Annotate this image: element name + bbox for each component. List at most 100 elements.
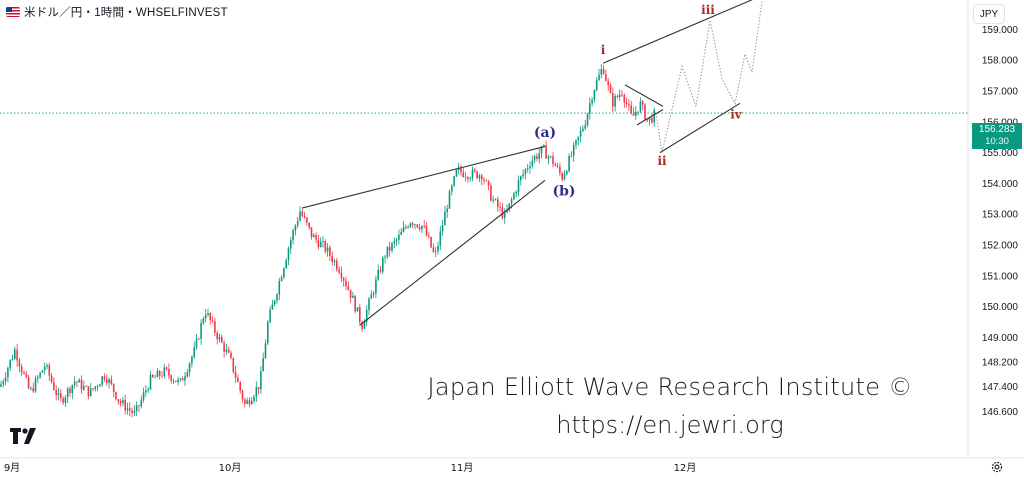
candle-body bbox=[271, 304, 274, 310]
candle-body bbox=[145, 390, 147, 393]
candle-body bbox=[524, 169, 527, 175]
us-jp-flag-icon bbox=[6, 7, 20, 17]
candle-body bbox=[520, 176, 522, 181]
candle-body bbox=[112, 383, 115, 392]
candle-body bbox=[62, 398, 64, 403]
candle-body bbox=[285, 260, 287, 269]
candle-body bbox=[23, 372, 25, 374]
y-tick-label: 150.000 bbox=[982, 302, 1019, 313]
tradingview-logo-icon[interactable] bbox=[10, 428, 38, 444]
candle-body bbox=[221, 336, 223, 343]
candle-body bbox=[129, 408, 131, 411]
candle-body bbox=[313, 235, 315, 238]
candle-body bbox=[322, 241, 324, 242]
candle-body bbox=[533, 156, 536, 161]
candle-body bbox=[384, 256, 386, 258]
candle-body bbox=[214, 321, 216, 333]
candle-body bbox=[333, 260, 336, 262]
candle-body bbox=[122, 400, 124, 404]
candle-body bbox=[292, 230, 294, 240]
candle-body bbox=[423, 225, 425, 227]
candle-body bbox=[257, 387, 260, 390]
candle-body bbox=[566, 171, 568, 175]
candle-body bbox=[7, 368, 9, 378]
candle-body bbox=[195, 338, 198, 348]
trendlines bbox=[301, 0, 753, 326]
candle-body bbox=[393, 241, 396, 244]
candle-body bbox=[469, 178, 471, 180]
candle-body bbox=[177, 379, 179, 382]
candle-body bbox=[338, 269, 340, 273]
trendline bbox=[636, 109, 664, 126]
candle-body bbox=[161, 375, 163, 377]
candle-body bbox=[490, 185, 492, 201]
bar-countdown: 10:30 bbox=[985, 136, 1009, 147]
candle-body bbox=[248, 400, 251, 405]
candle-body bbox=[361, 321, 363, 329]
candle-body bbox=[227, 349, 230, 353]
candle-body bbox=[276, 294, 278, 301]
candle-body bbox=[418, 227, 421, 230]
candle-body bbox=[612, 93, 614, 107]
candle-body bbox=[96, 386, 99, 388]
y-tick-label: 151.000 bbox=[982, 271, 1019, 282]
candle-body bbox=[630, 105, 632, 114]
candle-body bbox=[280, 277, 283, 282]
candle-body bbox=[16, 349, 18, 361]
candle-body bbox=[48, 365, 51, 376]
wave-label: (a) bbox=[534, 125, 556, 141]
candle-body bbox=[342, 278, 345, 281]
candle-body bbox=[545, 145, 547, 159]
candle-body bbox=[607, 80, 609, 86]
candle-body bbox=[467, 177, 469, 180]
candle-body bbox=[531, 160, 534, 167]
candle-body bbox=[570, 155, 573, 157]
y-tick-label: 146.600 bbox=[982, 407, 1019, 418]
candle-body bbox=[232, 357, 235, 372]
candle-body bbox=[462, 172, 465, 177]
candle-body bbox=[618, 94, 621, 98]
candle-body bbox=[492, 199, 494, 201]
candle-body bbox=[549, 156, 552, 158]
candle-body bbox=[30, 388, 32, 390]
candle-body bbox=[407, 227, 409, 228]
candle-body bbox=[315, 235, 317, 240]
watermark-title: Japan Elliott Wave Research Institute © bbox=[427, 373, 913, 401]
candle-body bbox=[616, 96, 619, 98]
candle-body bbox=[400, 231, 402, 235]
candle-body bbox=[441, 225, 444, 232]
candle-body bbox=[517, 180, 520, 192]
candle-body bbox=[579, 130, 582, 137]
candle-body bbox=[653, 109, 655, 123]
candle-body bbox=[591, 99, 593, 104]
candle-body bbox=[181, 378, 184, 381]
candle-body bbox=[241, 390, 244, 400]
candle-body bbox=[200, 322, 202, 339]
candle-body bbox=[260, 371, 262, 390]
time-axis: 9月 10月 11月 12月 bbox=[4, 462, 697, 474]
candle-body bbox=[474, 169, 476, 172]
currency-button[interactable]: JPY bbox=[973, 4, 1005, 24]
candle-body bbox=[536, 156, 538, 159]
candle-body bbox=[255, 387, 258, 397]
candle-body bbox=[485, 180, 488, 182]
candle-body bbox=[561, 173, 563, 180]
candle-body bbox=[46, 365, 48, 367]
candle-body bbox=[37, 377, 39, 379]
candle-body bbox=[398, 234, 400, 240]
wave-label: iv bbox=[730, 108, 743, 122]
candle-body bbox=[559, 166, 561, 174]
candle-body bbox=[149, 374, 152, 390]
settings-gear-icon[interactable] bbox=[990, 460, 1004, 474]
candle-body bbox=[556, 165, 559, 167]
candle-body bbox=[448, 191, 451, 209]
candle-body bbox=[71, 385, 74, 394]
candle-body bbox=[356, 307, 359, 312]
candle-body bbox=[244, 399, 246, 404]
candle-body bbox=[499, 206, 501, 208]
candle-body bbox=[586, 113, 589, 126]
candle-body bbox=[478, 175, 481, 179]
candle-body bbox=[101, 376, 103, 385]
